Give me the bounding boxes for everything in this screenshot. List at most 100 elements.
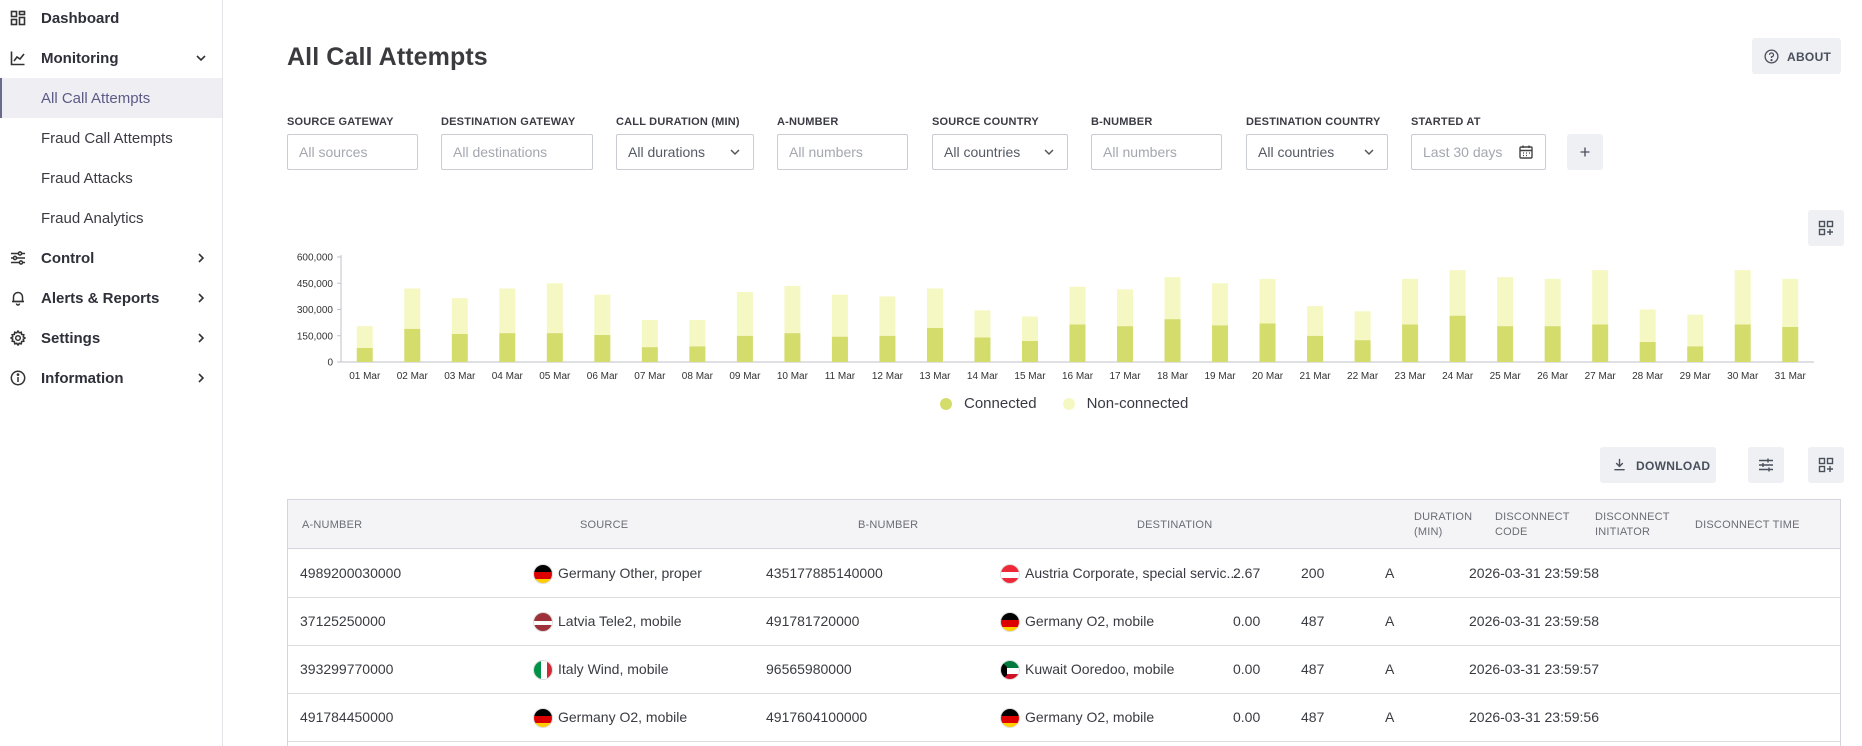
bar-non-connected[interactable] [784,285,801,334]
bar-connected[interactable] [784,333,801,362]
table-row[interactable]: 491784450000 Germany O2, mobile 4917604100… [288,694,1840,742]
sidebar-item-dashboard[interactable]: Dashboard [0,0,222,38]
bar-non-connected[interactable] [356,326,373,348]
bar-non-connected[interactable] [1069,286,1086,325]
bar-non-connected[interactable] [1402,278,1419,325]
bar-non-connected[interactable] [404,288,421,329]
table-widget-button[interactable] [1808,447,1844,483]
bar-non-connected[interactable] [1307,306,1324,336]
bar-non-connected[interactable] [689,320,706,347]
bar-non-connected[interactable] [1544,278,1561,327]
bar-connected[interactable] [879,335,896,362]
column-header-duration[interactable]: DURATION (MIN) [1414,511,1473,538]
destination-country-select[interactable]: All countries [1246,134,1388,170]
sidebar-item-information[interactable]: Information [0,358,222,398]
bar-connected[interactable] [1497,326,1514,362]
bar-non-connected[interactable] [831,294,848,337]
bar-connected[interactable] [926,327,943,362]
add-filter-button[interactable] [1567,134,1603,170]
bar-connected[interactable] [356,348,373,362]
column-header-disconnect-initiator[interactable]: DISCONNECT INITIATOR [1595,511,1670,538]
bar-non-connected[interactable] [926,288,943,328]
table-row[interactable]: 37125250000 Latvia Tele2, mobile 491781720… [288,598,1840,646]
a-number-input[interactable]: All numbers [777,134,908,170]
sidebar-item-control[interactable]: Control [0,238,222,278]
bar-non-connected[interactable] [736,292,753,336]
bar-connected[interactable] [594,334,611,362]
bar-non-connected[interactable] [1164,277,1181,320]
column-header-disconnect-code[interactable]: DISCONNECT CODE [1495,511,1570,538]
bar-non-connected[interactable] [1639,309,1656,342]
bar-connected[interactable] [1687,346,1704,362]
bar-connected[interactable] [546,333,563,362]
started-at-picker[interactable]: Last 30 days [1411,134,1546,170]
sidebar-subitem-fraud-attacks[interactable]: Fraud Attacks [0,158,222,198]
column-header-disconnect-time[interactable]: DISCONNECT TIME [1695,519,1800,531]
source-country-select[interactable]: All countries [932,134,1068,170]
bar-non-connected[interactable] [641,320,658,348]
destination-gateway-input[interactable]: All destinations [441,134,593,170]
sidebar-subitem-fraud-call-attempts[interactable]: Fraud Call Attempts [0,118,222,158]
bar-connected[interactable] [689,346,706,362]
bar-non-connected[interactable] [499,288,516,334]
sidebar-item-monitoring[interactable]: Monitoring [0,38,222,78]
column-header-b-number[interactable]: B-NUMBER [858,519,919,531]
bar-non-connected[interactable] [1354,311,1371,341]
about-button[interactable]: ABOUT [1752,38,1841,74]
chart-widget-button[interactable] [1808,210,1844,246]
source-gateway-input[interactable]: All sources [287,134,418,170]
bar-non-connected[interactable] [1734,270,1751,325]
sidebar-item-settings[interactable]: Settings [0,318,222,358]
bar-connected[interactable] [1117,326,1134,362]
bar-connected[interactable] [404,328,421,362]
bar-non-connected[interactable] [879,296,896,336]
bar-connected[interactable] [1402,324,1419,362]
bar-non-connected[interactable] [1782,278,1799,327]
bar-connected[interactable] [1307,335,1324,362]
bar-non-connected[interactable] [1497,277,1514,327]
bar-non-connected[interactable] [1687,314,1704,347]
column-settings-button[interactable] [1748,447,1784,483]
bar-non-connected[interactable] [1117,289,1134,327]
bar-non-connected[interactable] [974,310,991,338]
bar-connected[interactable] [736,335,753,362]
bar-connected[interactable] [1734,324,1751,362]
b-number-input[interactable]: All numbers [1091,134,1222,170]
bar-connected[interactable] [1592,324,1609,362]
bar-connected[interactable] [499,333,516,362]
bar-connected[interactable] [1212,325,1229,362]
sidebar-item-alerts-reports[interactable]: Alerts & Reports [0,278,222,318]
bar-connected[interactable] [831,336,848,362]
bar-non-connected[interactable] [1212,283,1229,326]
bar-connected[interactable] [1782,327,1799,362]
bar-non-connected[interactable] [594,294,611,335]
bar-connected[interactable] [1639,341,1656,362]
bar-non-connected[interactable] [546,283,563,334]
bar-non-connected[interactable] [1592,270,1609,325]
bar-connected[interactable] [1069,324,1086,362]
bar-connected[interactable] [451,334,468,362]
bar-non-connected[interactable] [1259,278,1276,324]
bar-non-connected[interactable] [451,298,468,334]
legend-item-non-connected[interactable]: Non-connected [1062,395,1188,412]
sidebar-subitem-fraud-analytics[interactable]: Fraud Analytics [0,198,222,238]
bar-non-connected[interactable] [1449,270,1466,316]
bar-connected[interactable] [1021,341,1038,362]
column-header-a-number[interactable]: A-NUMBER [302,519,363,531]
column-header-source[interactable]: SOURCE [580,519,629,531]
bar-connected[interactable] [1259,323,1276,363]
bar-non-connected[interactable] [1021,316,1038,342]
table-row[interactable]: 4989200030000 Germany Other, proper 435177… [288,550,1840,598]
bar-connected[interactable] [641,347,658,362]
column-header-destination[interactable]: DESTINATION [1137,519,1213,531]
legend-item-connected[interactable]: Connected [940,395,1037,412]
bar-connected[interactable] [974,337,991,363]
download-button[interactable]: DOWNLOAD [1600,447,1716,483]
call-duration-select[interactable]: All durations [616,134,754,170]
bar-connected[interactable] [1354,340,1371,362]
sidebar-subitem-all-call-attempts[interactable]: All Call Attempts [0,78,222,118]
bar-connected[interactable] [1449,315,1466,362]
bar-connected[interactable] [1164,319,1181,362]
bar-connected[interactable] [1544,326,1561,362]
table-row[interactable]: 393299770000 Italy Wind, mobile 9656598000… [288,646,1840,694]
